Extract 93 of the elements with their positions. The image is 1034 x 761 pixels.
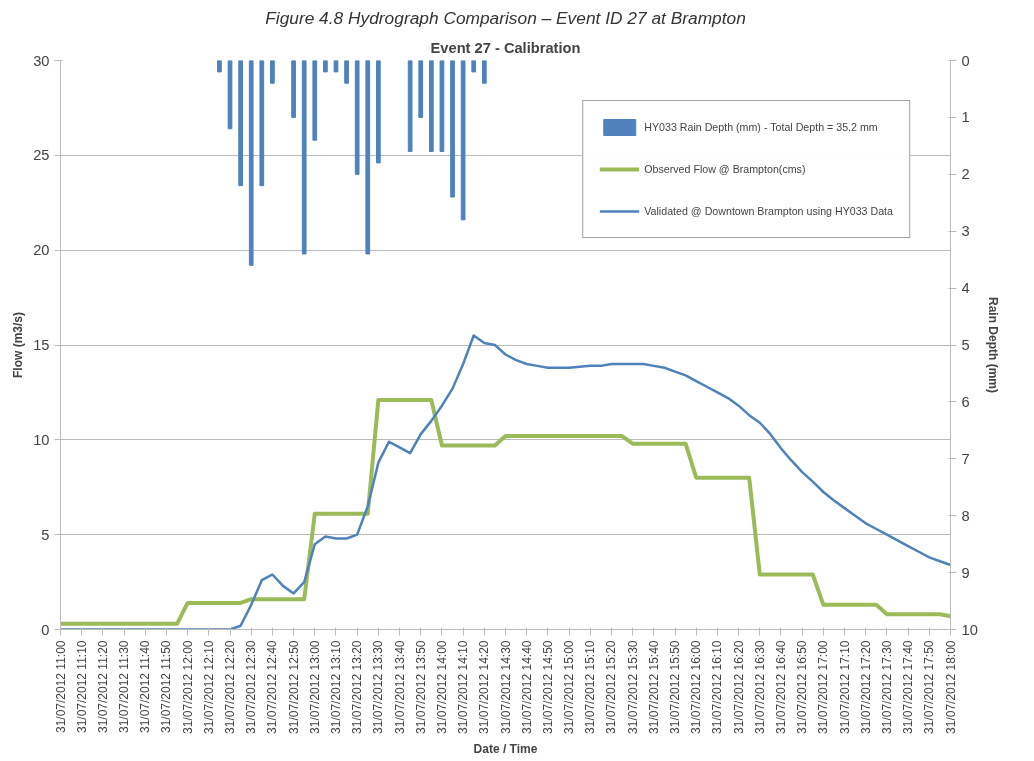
y2-tick-label: 0 bbox=[961, 52, 970, 69]
bar bbox=[248, 60, 254, 266]
x-tick-label: 31/07/2012 14:50 bbox=[540, 640, 555, 734]
x-tick-label: 31/07/2012 16:40 bbox=[773, 640, 788, 734]
x-tick-label: 31/07/2012 14:10 bbox=[456, 640, 471, 734]
x-tick-label: 31/07/2012 12:50 bbox=[286, 640, 301, 734]
y-tick-label: 0 bbox=[41, 621, 50, 638]
bar bbox=[354, 60, 360, 175]
bar bbox=[323, 60, 328, 73]
y2-tick-label: 9 bbox=[961, 564, 970, 581]
bar bbox=[376, 60, 381, 164]
x-tick-label: 31/07/2012 11:30 bbox=[117, 640, 132, 734]
x-tick-label: 31/07/2012 14:00 bbox=[434, 640, 449, 734]
x-tick-label: 31/07/2012 11:50 bbox=[159, 640, 174, 734]
bar bbox=[312, 60, 318, 141]
bar bbox=[344, 60, 349, 84]
x-tick-label: 31/07/2012 17:50 bbox=[922, 640, 937, 734]
x-tick-label: 31/07/2012 13:20 bbox=[350, 640, 365, 734]
x-tick-label: 31/07/2012 15:10 bbox=[583, 640, 598, 734]
x-tick-label: 31/07/2012 13:40 bbox=[392, 640, 407, 734]
x-tick-label: 31/07/2012 13:50 bbox=[413, 640, 428, 734]
y2-tick-label: 10 bbox=[961, 621, 978, 638]
y2-tick-label: 2 bbox=[961, 166, 970, 183]
x-tick-label: 31/07/2012 14:30 bbox=[498, 640, 513, 734]
x-tick-label: 31/07/2012 15:50 bbox=[668, 640, 683, 734]
bar bbox=[227, 60, 233, 130]
bar bbox=[270, 60, 275, 84]
x-tick-label: 31/07/2012 15:20 bbox=[604, 640, 619, 734]
x-tick-label: 31/07/2012 12:30 bbox=[244, 640, 259, 734]
y2-tick-label: 5 bbox=[961, 337, 970, 353]
line-series bbox=[60, 398, 951, 626]
y-tick-label: 20 bbox=[33, 242, 50, 259]
bar bbox=[365, 60, 371, 255]
legend-label: Validated @ Downtown Brampton using HY033 Data bbox=[644, 205, 893, 217]
bar bbox=[407, 60, 413, 153]
y-tick-label: 25 bbox=[33, 147, 50, 164]
bar bbox=[471, 60, 477, 73]
y2-tick-label: 7 bbox=[961, 450, 970, 467]
x-tick-label: 31/07/2012 18:00 bbox=[943, 640, 958, 734]
bar bbox=[418, 60, 424, 118]
x-tick-label: 31/07/2012 12:00 bbox=[180, 640, 195, 734]
legend-label: HY033 Rain Depth (mm) - Total Depth = 35.2 mm bbox=[644, 121, 878, 133]
y-tick-label: 30 bbox=[33, 52, 50, 69]
bar bbox=[460, 60, 466, 221]
x-axis-title: Date / Time bbox=[473, 741, 538, 756]
y2-tick-label: 6 bbox=[961, 393, 970, 410]
bar bbox=[481, 60, 487, 84]
x-tick-label: 31/07/2012 17:00 bbox=[816, 640, 831, 734]
x-tick-label: 31/07/2012 17:40 bbox=[901, 640, 916, 734]
x-tick-label: 31/07/2012 15:40 bbox=[646, 640, 661, 734]
x-tick-label: 31/07/2012 12:10 bbox=[201, 640, 216, 734]
legend-label: Observed Flow @ Brampton(cms) bbox=[644, 163, 806, 175]
x-tick-label: 31/07/2012 12:40 bbox=[265, 640, 280, 734]
y2-tick-label: 8 bbox=[961, 507, 970, 524]
bar bbox=[428, 60, 434, 153]
x-tick-label: 31/07/2012 17:20 bbox=[858, 640, 873, 734]
y-tick-label: 10 bbox=[33, 431, 50, 448]
x-tick-label: 31/07/2012 16:30 bbox=[752, 640, 767, 734]
x-tick-label: 31/07/2012 12:20 bbox=[223, 640, 238, 734]
x-tick-label: 31/07/2012 17:10 bbox=[837, 640, 852, 734]
x-tick-label: 31/07/2012 16:20 bbox=[731, 640, 746, 734]
x-tick-label: 31/07/2012 16:10 bbox=[710, 640, 725, 734]
x-tick-label: 31/07/2012 11:00 bbox=[53, 640, 68, 734]
bar bbox=[217, 60, 222, 73]
bar bbox=[439, 60, 445, 153]
x-tick-label: 31/07/2012 13:10 bbox=[328, 640, 343, 734]
x-tick-label: 31/07/2012 11:20 bbox=[95, 640, 110, 734]
bar bbox=[259, 60, 265, 187]
y2-tick-label: 4 bbox=[961, 280, 970, 297]
bar bbox=[333, 60, 339, 73]
x-tick-label: 31/07/2012 16:50 bbox=[795, 640, 810, 734]
y2-tick-label: 1 bbox=[961, 109, 970, 126]
x-tick-label: 31/07/2012 14:20 bbox=[477, 640, 492, 734]
y-axis-title: Flow (m3/s) bbox=[11, 311, 26, 378]
y2-axis-title: Rain Depth (mm) bbox=[985, 297, 1000, 393]
y-tick-label: 15 bbox=[33, 337, 50, 353]
x-tick-label: 31/07/2012 15:30 bbox=[625, 640, 640, 734]
caption: Figure 4.8 Hydrograph Comparison – Event ID 27 at Brampton bbox=[265, 7, 746, 28]
x-tick-label: 31/07/2012 11:10 bbox=[74, 640, 89, 734]
x-tick-label: 31/07/2012 15:00 bbox=[562, 640, 577, 734]
x-tick-label: 31/07/2012 16:00 bbox=[689, 640, 704, 734]
chart-title: Event 27 - Calibration bbox=[430, 39, 581, 56]
x-tick-label: 31/07/2012 13:30 bbox=[371, 640, 386, 734]
bar bbox=[301, 60, 307, 255]
y2-tick-label: 3 bbox=[961, 223, 970, 240]
x-tick-label: 31/07/2012 13:00 bbox=[307, 640, 322, 734]
x-tick-label: 31/07/2012 14:40 bbox=[519, 640, 534, 734]
bar bbox=[450, 60, 455, 198]
y-tick-label: 5 bbox=[41, 526, 50, 543]
x-tick-label: 31/07/2012 11:40 bbox=[138, 640, 153, 734]
x-tick-label: 31/07/2012 17:30 bbox=[879, 640, 894, 734]
bar bbox=[238, 60, 243, 187]
bar bbox=[291, 60, 296, 118]
